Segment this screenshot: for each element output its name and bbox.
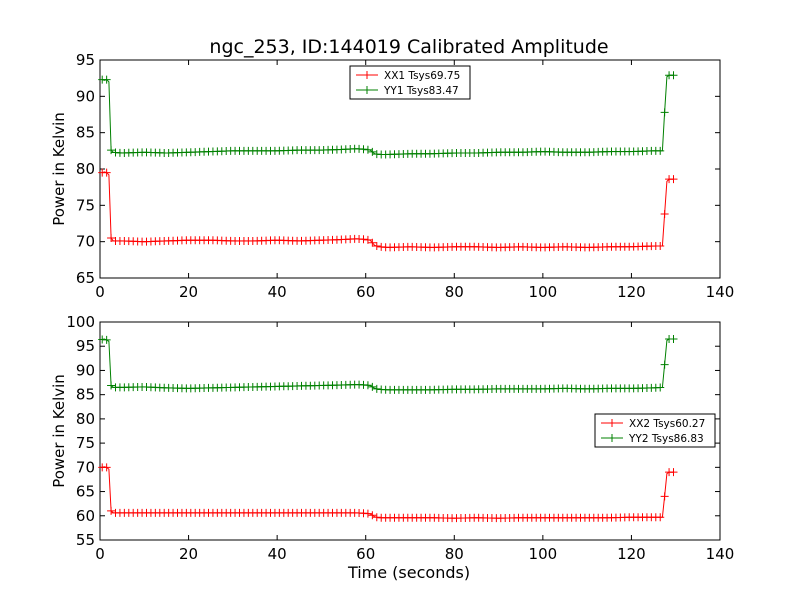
data-point	[669, 468, 678, 477]
legend-label: XX1 Tsys69.75	[384, 70, 460, 82]
data-point	[368, 511, 377, 520]
top-panel: 0 20 40 60 80 100 120 140 65 70 75 80 85 90 95 Power in…	[50, 51, 734, 301]
data-point	[660, 210, 669, 219]
legend-marker	[363, 71, 371, 79]
y-tick-label: 100	[66, 313, 95, 331]
legend-marker	[608, 434, 616, 442]
y-tick-label: 80	[76, 410, 95, 428]
y-tick-label: 95	[76, 337, 95, 355]
data-point	[669, 175, 678, 184]
y-tick-label: 80	[76, 160, 95, 178]
legend-label: YY1 Tsys83.47	[383, 85, 459, 97]
series-xx1	[98, 168, 678, 252]
y-tick-label: 70	[76, 458, 95, 476]
series-xx2	[98, 463, 678, 523]
data-point	[102, 335, 111, 344]
data-point	[372, 384, 381, 393]
data-point	[363, 381, 372, 390]
bottom-panel: 0 20 40 60 80 100 120 140 55 60 65 70 75 80 85 90 95 100 P…	[50, 313, 734, 563]
x-tick-label: 140	[706, 283, 735, 301]
data-point	[102, 75, 111, 84]
y-tick-label: 85	[76, 386, 95, 404]
legend-box	[349, 65, 471, 100]
data-point	[102, 168, 111, 177]
data-point	[359, 235, 368, 244]
x-tick-label: 80	[445, 545, 464, 563]
data-point	[363, 235, 372, 244]
y-tick-label: 85	[76, 124, 95, 142]
legend-label: YY2 Tsys86.83	[628, 433, 704, 445]
x-tick-label: 20	[179, 545, 198, 563]
data-point	[660, 360, 669, 369]
data-point	[368, 382, 377, 391]
data-point	[363, 145, 372, 154]
data-point	[107, 234, 116, 243]
x-tick-label: 0	[95, 545, 105, 563]
y-axis-label: Power in Kelvin	[50, 374, 68, 488]
x-tick-label: 40	[268, 545, 287, 563]
data-point	[656, 242, 665, 251]
x-tick-label: 100	[529, 283, 558, 301]
data-point	[368, 147, 377, 156]
data-point	[656, 383, 665, 392]
x-tick-label: 60	[356, 283, 375, 301]
y-tick-label: 75	[76, 196, 95, 214]
x-tick-label: 40	[268, 283, 287, 301]
x-tick-label: 0	[95, 283, 105, 301]
x-tick-label: 140	[706, 545, 735, 563]
data-point	[660, 492, 669, 501]
chart-title: ngc_253, ID:144019 Calibrated Amplitude	[209, 36, 608, 58]
data-point	[368, 238, 377, 247]
data-point	[660, 108, 669, 117]
y-tick-label: 65	[76, 269, 95, 287]
y-tick-label: 55	[76, 531, 95, 549]
y-tick-label: 95	[76, 51, 95, 69]
y-tick-label: 70	[76, 233, 95, 251]
legend-marker	[363, 86, 371, 94]
legend: XX2 Tsys60.27 YY2 Tsys86.83	[594, 413, 716, 448]
data-point	[669, 334, 678, 343]
y-axis-label: Power in Kelvin	[50, 112, 68, 226]
data-point	[107, 506, 116, 515]
x-tick-label: 60	[356, 545, 375, 563]
x-tick-label: 120	[617, 545, 646, 563]
y-tick-label: 65	[76, 483, 95, 501]
data-point	[656, 513, 665, 522]
x-tick-label: 100	[529, 545, 558, 563]
x-tick-label: 80	[445, 283, 464, 301]
x-axis-label: Time (seconds)	[347, 563, 470, 582]
legend: XX1 Tsys69.75 YY1 Tsys83.47	[349, 65, 471, 100]
data-point	[656, 146, 665, 155]
y-tick-label: 60	[76, 507, 95, 525]
data-point	[359, 145, 368, 154]
data-point	[102, 463, 111, 472]
y-tick-label: 90	[76, 87, 95, 105]
legend-label: XX2 Tsys60.27	[629, 418, 705, 430]
data-point	[372, 242, 381, 251]
x-tick-label: 120	[617, 283, 646, 301]
series-yy2	[98, 334, 678, 394]
plot-frame	[99, 321, 721, 541]
y-tick-label: 75	[76, 434, 95, 452]
legend-box	[594, 413, 716, 448]
y-tick-label: 90	[76, 361, 95, 379]
data-point	[107, 381, 116, 390]
data-point	[363, 509, 372, 518]
series-yy1	[98, 71, 678, 159]
data-point	[107, 146, 116, 155]
data-point	[669, 71, 678, 80]
legend-marker	[608, 419, 616, 427]
x-tick-label: 20	[179, 283, 198, 301]
